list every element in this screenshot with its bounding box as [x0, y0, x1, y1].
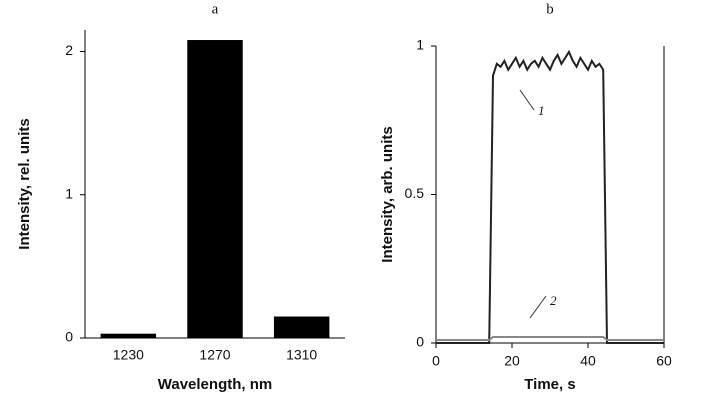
series-line	[436, 49, 664, 344]
x-tick-label: 60	[656, 353, 672, 369]
x-tick-label: 40	[580, 353, 596, 369]
x-tick-label: 1270	[199, 347, 230, 363]
x-axis-label: Time, s	[524, 376, 575, 393]
y-tick-label: 1	[416, 37, 424, 53]
x-tick-label: 1230	[113, 347, 144, 363]
annotation-leader	[519, 89, 535, 111]
chart-title: b	[546, 1, 554, 17]
y-axis-label: Intensity, rel. units	[16, 118, 33, 249]
bar	[187, 40, 243, 339]
x-tick-label: 0	[432, 353, 440, 369]
y-tick-label: 1	[65, 185, 73, 201]
annotation-leader	[529, 295, 547, 319]
chart-title: a	[212, 1, 219, 17]
bar	[273, 316, 330, 338]
y-tick-label: 2	[65, 42, 73, 58]
x-tick-label: 1310	[286, 347, 317, 363]
series-label: 1	[538, 103, 545, 118]
series-label: 2	[550, 293, 557, 308]
series-line	[436, 336, 664, 342]
y-axis-label: Intensity, arb. units	[379, 126, 396, 262]
x-tick-label: 20	[504, 353, 520, 369]
y-tick-label: 0	[416, 334, 424, 350]
bar	[100, 333, 157, 338]
y-tick-label: 0	[65, 329, 73, 345]
y-tick-label: 0.5	[405, 185, 425, 201]
x-axis-label: Wavelength, nm	[158, 376, 272, 393]
